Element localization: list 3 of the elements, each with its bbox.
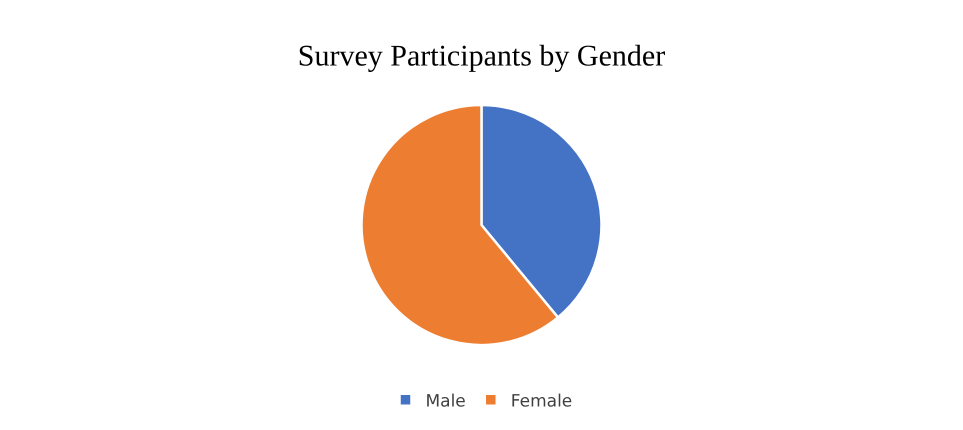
- legend-label: Female: [510, 391, 572, 412]
- legend-label: Male: [426, 391, 466, 412]
- chart-title: Survey Participants by Gender: [298, 40, 666, 73]
